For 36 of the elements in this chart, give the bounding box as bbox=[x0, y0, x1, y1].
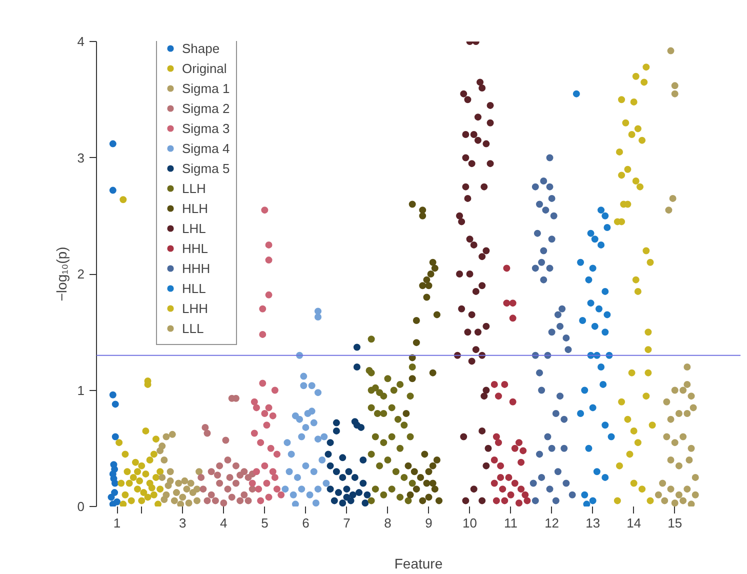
y-tick-label: 1 bbox=[77, 382, 85, 398]
y-tick-label: 0 bbox=[77, 499, 85, 514]
legend-label: LLH bbox=[182, 180, 206, 198]
x-tick-label: 15 bbox=[668, 516, 682, 530]
legend-label: Original bbox=[182, 60, 227, 78]
legend-label: Shape bbox=[182, 40, 220, 58]
x-tick-label: 11 bbox=[504, 516, 518, 530]
legend-label: LLL bbox=[182, 320, 204, 338]
legend-label: Sigma 2 bbox=[182, 100, 230, 118]
y-tick-label: 2 bbox=[77, 266, 85, 282]
x-tick-label: 5 bbox=[261, 516, 268, 530]
x-tick-label: 14 bbox=[626, 516, 642, 530]
legend-label: Sigma 5 bbox=[182, 160, 230, 178]
legend-label: HLH bbox=[182, 200, 208, 218]
y-tick-label: 4 bbox=[77, 34, 85, 49]
x-tick-label: 10 bbox=[462, 516, 478, 530]
y-tick-label: 3 bbox=[77, 150, 85, 166]
x-axis-title: Feature bbox=[394, 556, 443, 572]
x-tick-label: 3 bbox=[179, 516, 186, 530]
legend-label: Sigma 4 bbox=[182, 140, 230, 158]
legend-label: LHL bbox=[182, 220, 206, 238]
legend-label: HLL bbox=[182, 280, 206, 298]
x-tick-label: 7 bbox=[343, 516, 350, 530]
x-tick-label: 12 bbox=[544, 516, 560, 530]
x-tick-label: 9 bbox=[425, 516, 432, 530]
y-axis-title: −log₁₀(p) bbox=[53, 246, 70, 302]
legend-label: Sigma 1 bbox=[182, 80, 230, 98]
x-tick-label: 1 bbox=[113, 516, 121, 530]
legend-label: Sigma 3 bbox=[182, 120, 230, 138]
x-tick-label: 13 bbox=[586, 516, 600, 530]
legend-label: HHL bbox=[182, 240, 208, 258]
legend-label: HHH bbox=[182, 260, 210, 278]
legend-label: LHH bbox=[182, 300, 208, 318]
x-tick-label: 8 bbox=[384, 516, 392, 530]
x-tick-label: 6 bbox=[302, 516, 310, 530]
x-tick-label: 4 bbox=[220, 516, 228, 530]
